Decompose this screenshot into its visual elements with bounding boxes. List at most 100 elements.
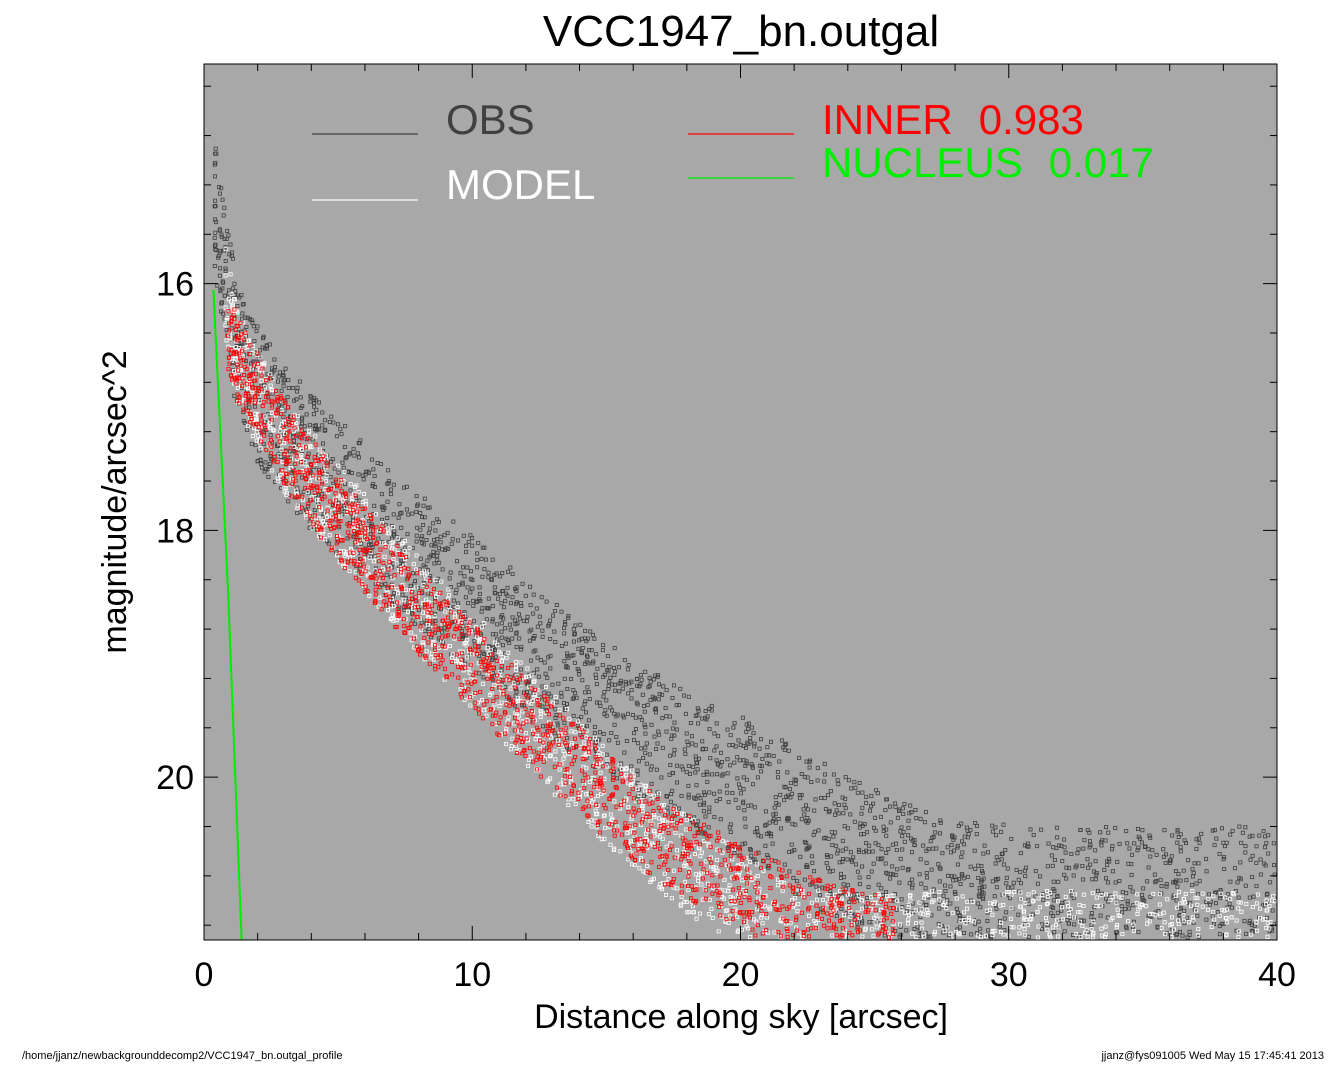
point-obs [912,842,917,847]
point-model [728,895,733,900]
point-inner [332,526,337,531]
point-obs [677,806,682,811]
point-model [557,767,562,772]
point-inner [794,917,799,922]
point-obs [654,747,659,752]
point-inner [627,791,632,796]
point-obs [383,581,388,586]
point-model [506,650,511,655]
point-obs [859,811,864,816]
point-obs [1180,933,1185,938]
point-obs [815,765,820,770]
point-inner [719,862,724,867]
point-obs [343,456,348,461]
point-obs [1035,844,1040,849]
point-inner [277,439,282,444]
point-model [696,875,701,880]
point-obs [281,383,286,388]
point-inner [468,662,473,667]
point-obs [456,582,461,587]
point-inner [716,901,721,906]
point-inner [718,913,723,918]
point-obs [1140,840,1145,845]
point-obs [1106,830,1111,835]
point-obs [743,824,748,829]
point-obs [1267,929,1272,934]
point-inner [387,594,392,599]
point-model [504,655,509,660]
point-inner [450,672,455,677]
point-obs [714,744,719,749]
point-obs [580,706,585,711]
point-model [958,918,963,923]
point-model [657,823,662,828]
point-model [271,428,276,433]
point-inner [227,328,232,333]
point-inner [511,702,516,707]
point-obs [1105,915,1110,920]
point-model [876,900,881,905]
point-inner [442,621,447,626]
point-inner [338,478,343,483]
point-obs [1221,857,1226,862]
point-model [1104,892,1109,897]
point-inner [343,492,348,497]
point-obs [1236,895,1241,900]
point-inner [368,516,373,521]
point-inner [356,504,361,509]
point-inner [250,386,255,391]
point-model [244,384,249,389]
point-obs [432,561,437,566]
point-model [236,345,241,350]
point-obs [1182,921,1187,926]
point-obs [283,366,288,371]
point-obs [1234,928,1239,933]
point-model [590,800,595,805]
point-model [1228,897,1233,902]
point-model [1157,911,1162,916]
point-model [978,935,983,940]
point-inner [515,720,520,725]
point-inner [336,523,341,528]
point-model [598,770,603,775]
point-inner [243,330,248,335]
point-model [344,552,349,557]
point-model [385,608,390,613]
point-obs [922,820,927,825]
point-obs [1066,921,1071,926]
point-model [956,931,961,936]
point-inner [514,751,519,756]
point-obs [1197,841,1202,846]
point-obs [686,792,691,797]
point-model [1244,902,1249,907]
point-obs [730,791,735,796]
point-obs [1078,828,1083,833]
point-inner [816,877,821,882]
point-inner [562,774,567,779]
point-obs [391,532,396,537]
point-obs [336,470,341,475]
point-inner [647,814,652,819]
point-model [716,929,721,934]
point-inner [693,900,698,905]
point-obs [237,295,242,300]
point-obs [372,473,377,478]
point-obs [299,421,304,426]
point-obs [986,850,991,855]
point-obs [728,763,733,768]
point-inner [317,488,322,493]
point-inner [564,743,569,748]
point-inner [611,757,616,762]
point-obs [647,684,652,689]
point-obs [772,816,777,821]
point-model [1181,918,1186,923]
point-inner [424,618,429,623]
point-model [814,920,819,925]
point-obs [956,877,961,882]
point-obs [702,792,707,797]
point-obs [684,731,689,736]
point-model [526,757,531,762]
point-obs [1106,880,1111,885]
point-obs [544,599,549,604]
point-inner [351,508,356,513]
